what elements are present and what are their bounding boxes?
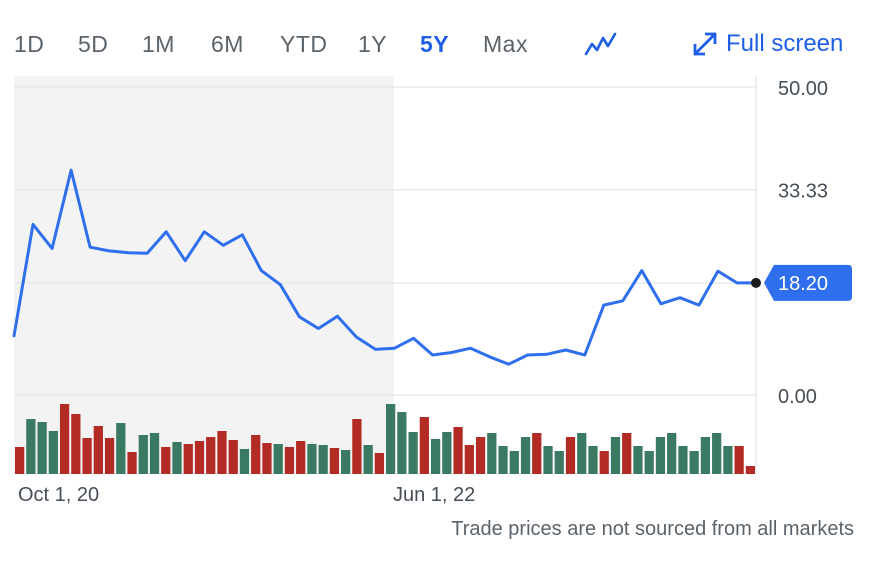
volume-bar — [487, 433, 497, 474]
volume-bar — [633, 446, 643, 474]
volume-bar — [37, 422, 47, 474]
volume-bar — [352, 419, 362, 474]
volume-bar — [26, 419, 36, 474]
volume-bar — [565, 437, 576, 474]
range-button-5d[interactable]: 5D — [78, 31, 109, 57]
volume-bar — [712, 433, 722, 474]
current-price-label: 18.20 — [778, 273, 828, 295]
volume-bar — [127, 452, 137, 474]
volume-bar — [509, 451, 519, 474]
volume-bar — [183, 444, 193, 474]
volume-bar — [723, 446, 733, 474]
volume-bar — [228, 440, 238, 474]
volume-bar — [442, 432, 452, 474]
volume-bar — [206, 437, 216, 474]
volume-bar — [599, 451, 609, 474]
volume-bar — [93, 426, 103, 474]
volume-bar — [419, 417, 429, 474]
volume-bar — [453, 427, 463, 474]
volume-bar — [172, 442, 182, 474]
volume-bar — [138, 435, 148, 474]
volume-bar — [734, 446, 744, 474]
volume-bar — [397, 412, 407, 474]
volume-bar — [588, 446, 598, 474]
volume-bar — [273, 444, 283, 474]
volume-bar — [644, 451, 654, 474]
volume-bar — [689, 451, 699, 474]
volume-bar — [59, 404, 70, 474]
range-button-max[interactable]: Max — [483, 31, 528, 57]
volume-bar — [194, 441, 205, 474]
volume-bar — [655, 437, 666, 474]
range-button-6m[interactable]: 6M — [211, 31, 244, 57]
volume-bar — [678, 446, 688, 474]
x-tick-label: Oct 1, 20 — [18, 484, 99, 506]
volume-bar — [217, 431, 227, 474]
volume-bar — [116, 423, 126, 474]
volume-bar — [622, 433, 632, 474]
volume-bar — [363, 445, 373, 474]
volume-bar — [262, 443, 272, 474]
fullscreen-button[interactable]: Full screen — [692, 24, 843, 64]
volume-bar — [374, 453, 384, 474]
volume-bar — [48, 431, 58, 474]
volume-bar — [667, 433, 677, 474]
current-price-dot — [751, 277, 761, 288]
y-axis-labels: 50.00 33.33 0.00 — [778, 78, 828, 408]
volume-bar — [745, 466, 755, 474]
volume-bar — [161, 447, 171, 474]
volume-bar — [329, 448, 340, 474]
y-tick-label: 50.00 — [778, 78, 828, 100]
x-tick-label: Jun 1, 22 — [393, 484, 475, 506]
line-chart-icon[interactable] — [584, 30, 618, 58]
volume-bar — [520, 437, 531, 474]
volume-bar — [554, 451, 564, 474]
expand-icon — [693, 32, 717, 56]
volume-bar — [318, 445, 328, 474]
volume-bar — [430, 439, 441, 474]
volume-bar — [475, 437, 486, 474]
y-tick-label: 0.00 — [778, 386, 817, 408]
y-tick-label: 33.33 — [778, 181, 828, 203]
x-axis-labels: Oct 1, 20 Jun 1, 22 — [18, 484, 475, 506]
current-price-badge-shape — [764, 264, 852, 301]
volume-bar — [104, 438, 115, 474]
volume-bar — [71, 414, 81, 474]
range-button-1y[interactable]: 1Y — [358, 31, 388, 57]
volume-bar — [251, 435, 261, 474]
volume-bar — [464, 445, 474, 474]
volume-bar — [239, 449, 250, 474]
volume-bar — [149, 433, 160, 474]
shaded-period — [14, 76, 394, 474]
current-price-badge: 18.20 — [751, 264, 852, 301]
volume-bars — [15, 404, 755, 474]
volume-bar — [532, 433, 542, 474]
range-selector: 1D 5D 1M 6M YTD 1Y 5Y Max Full screen — [0, 24, 890, 64]
range-button-5y[interactable]: 5Y — [420, 31, 450, 57]
volume-bar — [408, 432, 418, 474]
volume-bar — [307, 444, 317, 474]
volume-bar — [498, 446, 508, 474]
volume-bar — [82, 438, 92, 474]
volume-bar — [284, 447, 295, 474]
volume-bar — [543, 446, 553, 474]
range-button-1m[interactable]: 1M — [142, 31, 175, 57]
volume-bar — [341, 450, 351, 474]
footnote: Trade prices are not sourced from all ma… — [451, 518, 854, 540]
range-button-1d[interactable]: 1D — [14, 31, 45, 57]
volume-bar — [15, 447, 25, 474]
volume-bar — [610, 437, 621, 474]
volume-bar — [577, 433, 587, 474]
price-line — [12, 168, 758, 366]
range-button-ytd[interactable]: YTD — [280, 31, 328, 57]
volume-bar — [386, 404, 396, 474]
volume-bar — [296, 441, 306, 474]
fullscreen-label: Full screen — [726, 30, 844, 57]
volume-bar — [700, 437, 711, 474]
